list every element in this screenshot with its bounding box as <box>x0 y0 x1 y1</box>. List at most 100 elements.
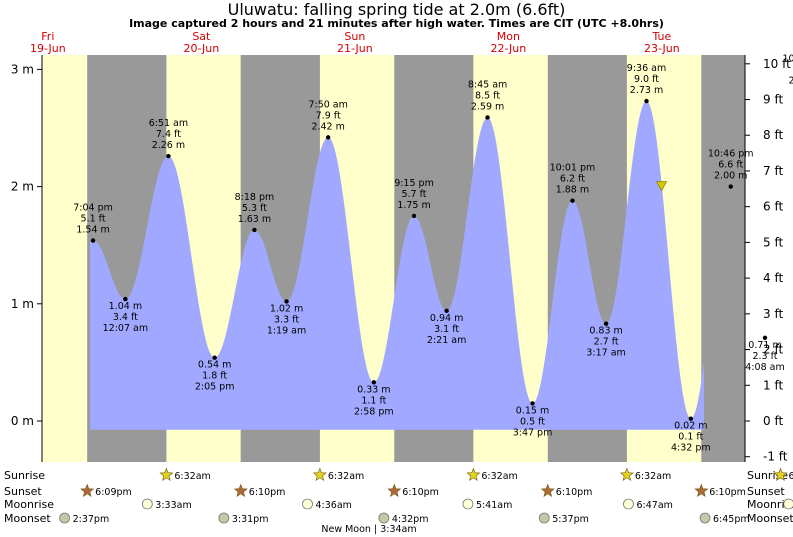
low-tide-point <box>530 401 535 406</box>
moonrise-icon <box>302 498 313 510</box>
high-tide-label: 5.3 ft <box>242 203 267 214</box>
high-tide-label: 5.1 ft <box>81 214 106 225</box>
high-tide-label: 2.59 m <box>471 101 504 112</box>
high-tide-point <box>325 135 331 140</box>
day-date-label: 19-Jun <box>30 42 66 55</box>
low-tide-label: 2.3 ft <box>752 351 777 362</box>
low-tide-label: 2:21 am <box>427 335 466 346</box>
high-tide-label: 9.0 ft <box>634 74 659 85</box>
low-tide-point <box>603 321 609 326</box>
low-tide-label: 1:19 am <box>267 325 306 336</box>
high-tide-label: 9:36 am <box>627 63 666 74</box>
sunset-time: 6:10pm <box>402 487 439 498</box>
low-tide-point <box>123 296 128 302</box>
high-tide-label: 7:04 pm <box>73 203 113 214</box>
moonset-time: 6:45pm <box>713 514 750 525</box>
sunset-icon <box>387 483 402 497</box>
low-tide-label: 0.71 m <box>748 340 781 351</box>
left-axis-tick-label: 0 m <box>11 414 34 428</box>
moonrise-row-label-left: Moonrise <box>4 498 54 511</box>
high-tide-label: 1.88 m <box>556 185 589 196</box>
day-date-label: 21-Jun <box>337 42 373 55</box>
high-tide-label: 8:18 pm <box>235 192 275 203</box>
high-tide-label: 6.6 ft <box>718 160 743 171</box>
moonrise-time: 5:41am <box>476 500 512 511</box>
low-tide-label: 2.7 ft <box>594 337 619 348</box>
left-axis-tick-label: 2 m <box>11 180 34 194</box>
low-tide-label: 1.8 ft <box>202 371 227 382</box>
moonrise-icon <box>623 498 634 510</box>
low-tide-label: 0.5 ft <box>520 416 545 427</box>
low-tide-label: 3:17 am <box>586 348 625 359</box>
low-tide-point <box>284 299 289 304</box>
high-tide-label: 2.81 m <box>789 76 793 87</box>
high-tide-label: 8.5 ft <box>475 90 500 101</box>
moonrise-time: 3:33am <box>155 500 191 511</box>
sunset-icon <box>694 483 709 497</box>
left-axis-tick-label: 1 m <box>11 297 34 311</box>
high-tide-point <box>728 184 733 189</box>
low-tide-point <box>444 308 449 314</box>
sunset-row-label-left: Sunset <box>4 485 42 498</box>
low-tide-label: 3.4 ft <box>113 312 138 323</box>
moonset-icon <box>378 512 390 524</box>
chart-subtitle: Image captured 2 hours and 21 minutes af… <box>129 17 664 30</box>
high-tide-label: 10:25 am <box>783 54 793 65</box>
right-axis-tick-label: 0 ft <box>763 414 783 428</box>
sunrise-time: 6:32am <box>635 471 671 482</box>
sunset-time: 6:10pm <box>556 487 593 498</box>
low-tide-point <box>688 416 694 421</box>
low-tide-label: 2:58 pm <box>354 406 394 417</box>
chart-title: Uluwatu: falling spring tide at 2.0m (6.… <box>228 0 566 19</box>
sunrise-time: 6:32am <box>174 471 210 482</box>
day-weekday-label: Sat <box>192 30 211 43</box>
high-tide-label: 5.7 ft <box>401 189 426 200</box>
moonrise-icon <box>783 498 793 510</box>
sunset-time: 6:10pm <box>249 487 286 498</box>
low-tide-label: 2:05 pm <box>195 382 235 393</box>
low-tide-label: 4:08 am <box>745 362 784 373</box>
high-tide-label: 6.2 ft <box>560 174 585 185</box>
right-axis-tick-label: 10 ft <box>763 57 791 71</box>
low-tide-label: 0.83 m <box>589 326 622 337</box>
right-axis-tick-label: 3 ft <box>763 307 783 321</box>
high-tide-label: 8:45 am <box>468 79 507 90</box>
high-tide-point <box>644 98 649 104</box>
right-axis-tick-label: 1 ft <box>763 378 783 392</box>
high-tide-label: 2.00 m <box>714 171 747 182</box>
moonset-icon <box>59 512 70 524</box>
right-axis-tick-label: 6 ft <box>763 200 783 214</box>
high-tide-label: 6:51 am <box>149 118 188 129</box>
low-tide-point <box>212 355 217 360</box>
sunrise-time: 6:33am <box>788 471 793 482</box>
high-tide-label: 2.73 m <box>630 85 663 96</box>
night-band <box>701 55 745 462</box>
sunrise-icon <box>773 467 788 481</box>
day-weekday-label: Mon <box>497 30 520 43</box>
high-tide-label: 10:01 pm <box>550 163 596 174</box>
left-axis-tick-label: 3 m <box>11 62 34 76</box>
low-tide-label: 0.54 m <box>198 360 231 371</box>
moonset-time: 2:37pm <box>73 514 110 525</box>
low-tide-label: 1.1 ft <box>361 395 386 406</box>
low-tide-label: 3.3 ft <box>274 314 299 325</box>
high-tide-label: 10:46 pm <box>708 149 754 160</box>
low-tide-point <box>762 335 768 340</box>
moonset-time: 5:37pm <box>552 514 589 525</box>
high-tide-point <box>570 198 575 203</box>
day-date-label: 23-Jun <box>644 42 680 55</box>
sunset-time: 6:10pm <box>709 487 746 498</box>
left-axis-m: 0 m 1 m 2 m 3 m <box>11 55 43 462</box>
sunset-row-label-right: Sunset <box>747 485 785 498</box>
sunrise-time: 6:32am <box>328 471 364 482</box>
high-tide-label: 7.4 ft <box>156 129 181 140</box>
sunrise-icon <box>466 467 481 481</box>
high-tide-label: 7.9 ft <box>316 110 341 121</box>
moonrise-time: 4:36am <box>316 500 352 511</box>
sunset-icon <box>540 483 555 497</box>
low-tide-label: 1.02 m <box>270 303 303 314</box>
day-weekday-label: Tue <box>651 30 671 43</box>
day-weekday-label: Sun <box>344 30 365 43</box>
high-tide-point <box>485 115 490 120</box>
